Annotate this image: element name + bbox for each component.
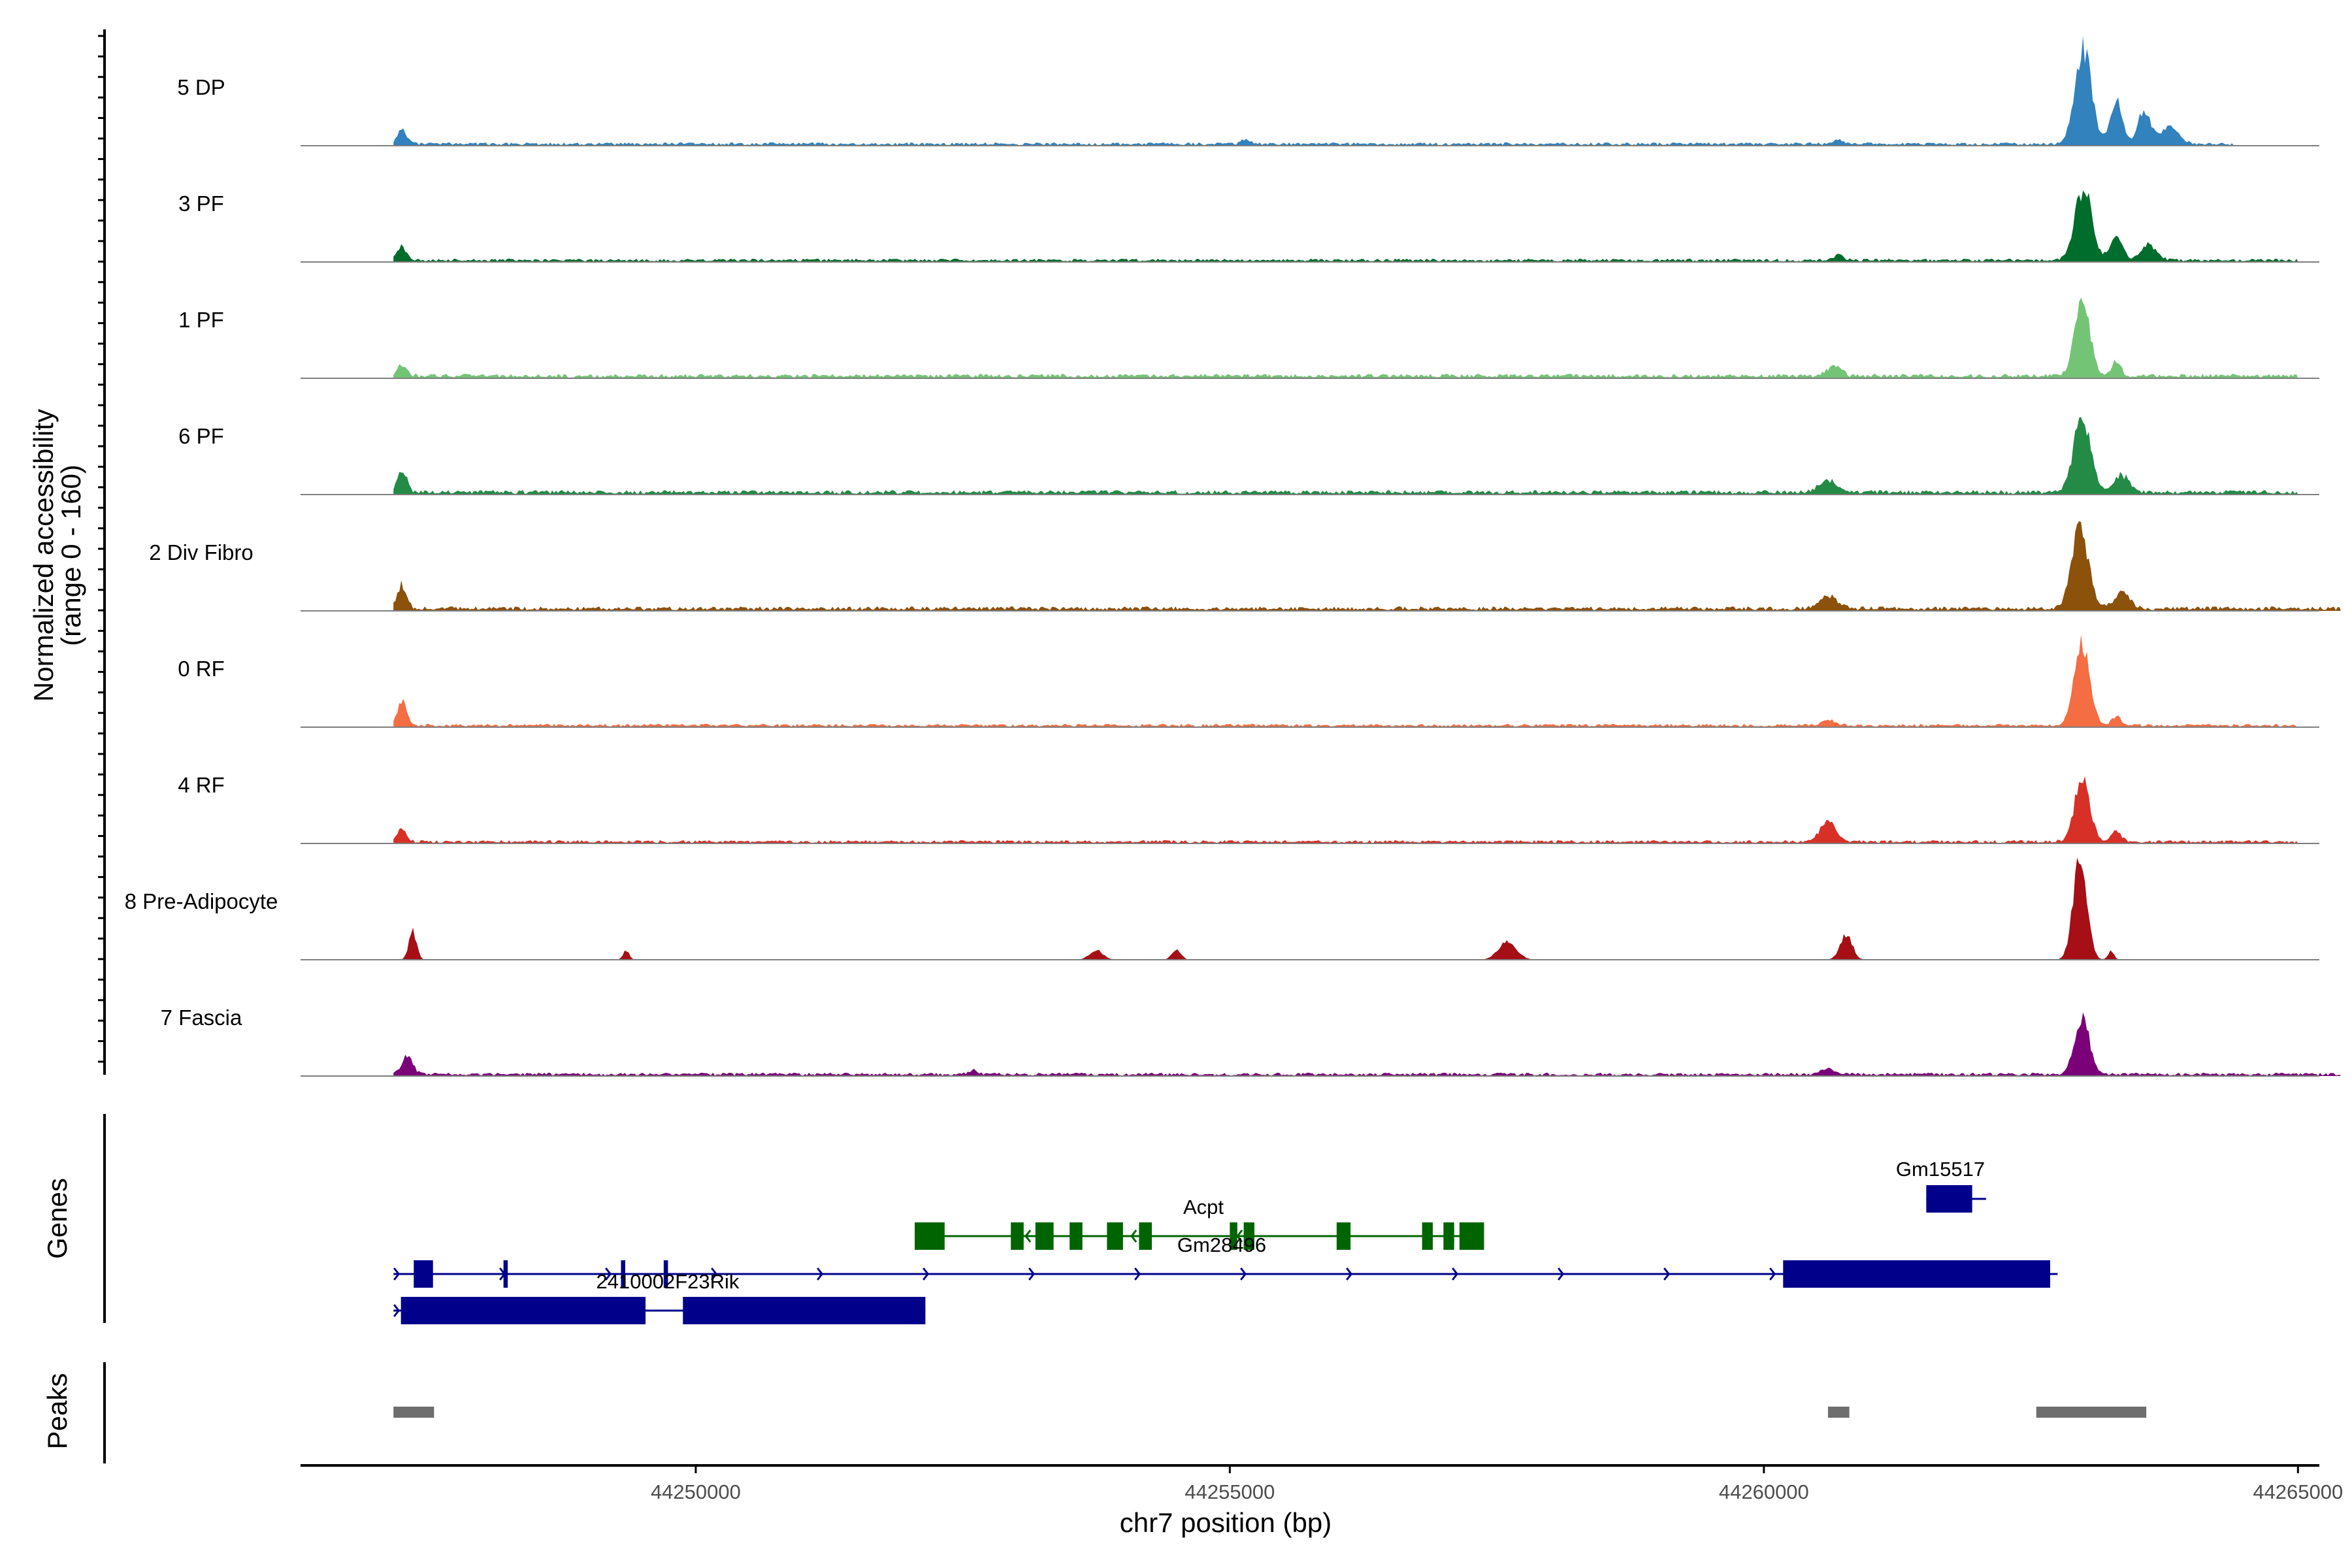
coverage-tracks: 5 DP 3 PF 1 PF 6 PF 2 Div Fibro 0 RF 4 RF 8 Pre… — [125, 36, 2341, 1077]
gene-exon — [414, 1260, 433, 1288]
coverage-area — [393, 417, 2298, 495]
strand-arrow — [817, 1267, 824, 1281]
gene-exon — [1336, 1222, 1351, 1250]
gene-annotations: Gm15517 Acpt Gm28496 2410002F23Rik — [393, 1158, 2058, 1324]
track-label: 4 RF — [178, 773, 225, 797]
gene-model: Gm28496 — [393, 1233, 2058, 1288]
track-label: 2 Div Fibro — [149, 540, 253, 564]
gene-exon — [1230, 1222, 1237, 1250]
gene-exon — [1070, 1222, 1083, 1250]
strand-arrow — [1769, 1267, 1776, 1281]
x-tick-label: 44255000 — [1184, 1480, 1275, 1503]
gene-model: Gm15517 — [1896, 1158, 1986, 1213]
peak-regions — [393, 1407, 2147, 1418]
gene-exon — [621, 1260, 626, 1288]
track-label: 5 DP — [177, 75, 225, 99]
track-label: 0 RF — [178, 657, 225, 681]
strand-arrow — [1346, 1267, 1353, 1281]
coverage-area — [393, 857, 2298, 960]
coverage-track: 8 Pre-Adipocyte — [125, 857, 2319, 960]
peak-region — [393, 1407, 434, 1418]
strand-arrow — [1130, 1230, 1137, 1243]
gene-exon — [1243, 1222, 1254, 1250]
peak-region — [2036, 1407, 2147, 1418]
gene-exon — [400, 1297, 646, 1324]
peaks-track-label: Peaks — [42, 1373, 73, 1450]
coverage-area — [393, 776, 2298, 843]
gene-exon — [1011, 1222, 1024, 1250]
strand-arrow — [393, 1267, 400, 1281]
strand-arrow — [1663, 1267, 1671, 1281]
coverage-area — [393, 634, 2298, 727]
strand-arrow — [1240, 1267, 1247, 1281]
gene-model: Acpt — [915, 1196, 1484, 1250]
x-tick-label: 44260000 — [1719, 1480, 1809, 1503]
gene-name-label: Gm28496 — [1177, 1233, 1266, 1256]
gene-exon — [1443, 1222, 1454, 1250]
peak-region — [1827, 1407, 1850, 1418]
coverage-area — [393, 1012, 2341, 1076]
y-axis-label: Normalized accessibility — [28, 409, 59, 702]
gene-exon — [1783, 1260, 2050, 1288]
y-axis-title: Normalized accessibility (range 0 - 160) — [28, 409, 86, 702]
coverage-area — [393, 190, 2298, 262]
strand-arrow — [1024, 1230, 1032, 1243]
track-label: 7 Fascia — [161, 1005, 242, 1030]
coverage-track: 7 Fascia — [161, 1005, 2341, 1077]
track-label: 8 Pre-Adipocyte — [125, 889, 278, 913]
strand-arrow — [923, 1267, 930, 1281]
strand-arrow — [393, 1304, 400, 1317]
coverage-track: 5 DP — [177, 36, 2319, 146]
gene-exon — [1139, 1222, 1152, 1250]
track-label: 6 PF — [178, 424, 224, 448]
coverage-track: 2 Div Fibro — [149, 521, 2341, 612]
strand-arrow — [1028, 1267, 1036, 1281]
gene-exon — [1422, 1222, 1433, 1250]
gene-exon — [1035, 1222, 1054, 1250]
gene-exon — [915, 1222, 945, 1250]
strand-arrow — [605, 1267, 612, 1281]
gene-name-label: 2410002F23Rik — [596, 1270, 740, 1293]
y-axis-range-label: (range 0 - 160) — [56, 465, 86, 646]
coverage-area — [393, 521, 2341, 611]
x-tick-label: 44265000 — [2253, 1480, 2343, 1503]
coverage-track: 1 PF — [178, 297, 2319, 379]
strand-arrow — [711, 1267, 718, 1281]
strand-arrow — [1236, 1230, 1243, 1243]
gene-exon — [1459, 1222, 1484, 1250]
x-tick-label: 44250000 — [651, 1480, 741, 1503]
strand-arrow — [1452, 1267, 1459, 1281]
coverage-area — [393, 297, 2298, 378]
gene-exon — [503, 1260, 508, 1288]
gene-model: 2410002F23Rik — [393, 1270, 926, 1324]
gene-exon — [1107, 1222, 1123, 1250]
track-label: 1 PF — [178, 308, 224, 332]
gene-name-label: Gm15517 — [1896, 1158, 1985, 1181]
coverage-area — [393, 36, 2234, 146]
coverage-y-axis — [98, 29, 106, 1075]
gene-name-label: Acpt — [1183, 1196, 1224, 1218]
track-label: 3 PF — [178, 191, 224, 216]
gene-exon — [1926, 1185, 1972, 1213]
coverage-track: 6 PF — [178, 417, 2319, 495]
gene-exon — [663, 1260, 668, 1288]
x-axis: 44250000 44255000 44260000 44265000 — [301, 1464, 2343, 1503]
genes-track-label: Genes — [42, 1178, 73, 1259]
strand-arrow — [1558, 1267, 1565, 1281]
gene-exon — [683, 1297, 926, 1324]
coverage-track: 4 RF — [178, 773, 2319, 844]
strand-arrow — [1134, 1267, 1141, 1281]
coverage-track: 3 PF — [178, 190, 2319, 263]
x-axis-title: chr7 position (bp) — [1120, 1507, 1332, 1538]
coverage-track: 0 RF — [178, 634, 2319, 728]
